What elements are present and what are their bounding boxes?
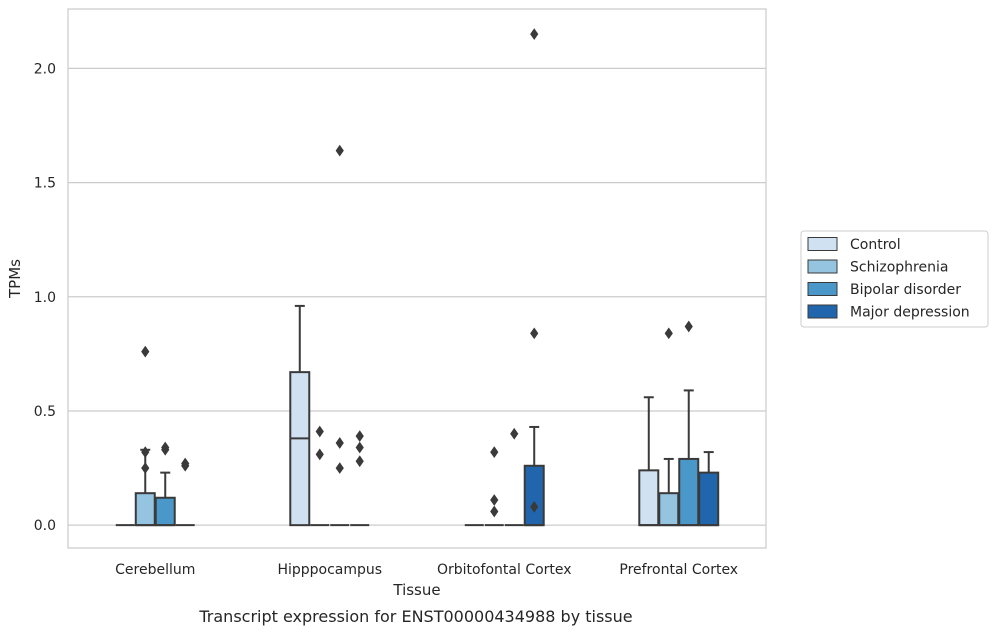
legend-item: Major depression <box>807 304 970 321</box>
y-tick-label: 2.0 <box>34 61 56 77</box>
legend-swatch <box>807 282 838 296</box>
box-body <box>698 471 720 527</box>
box-body <box>134 492 156 527</box>
outlier-point <box>530 28 539 40</box>
legend-label: Control <box>850 237 901 253</box>
y-tick-label: 0.0 <box>34 518 56 534</box>
outlier-point <box>315 448 324 461</box>
box-cerebellum-bipolar-disorder <box>154 441 176 527</box>
y-tick-labels: 0.0 0.5 1.0 1.5 2.0 <box>34 61 56 534</box>
outlier-point <box>161 443 170 456</box>
outlier-point <box>490 505 499 518</box>
box-cerebellum-schizophrenia <box>134 345 156 527</box>
outlier-point <box>181 459 190 472</box>
legend-swatch <box>807 237 838 251</box>
outlier-point <box>335 437 344 449</box>
y-tick-label: 1.5 <box>34 176 56 192</box>
box-body <box>154 496 176 527</box>
outlier-point <box>355 455 364 468</box>
outlier-point <box>490 446 499 458</box>
x-tick-label: Prefrontal Cortex <box>619 562 738 578</box>
outlier-point <box>335 144 344 157</box>
outlier-point <box>355 430 364 442</box>
box-hipppocampus-schizophrenia <box>310 425 330 527</box>
box-orbitofontal-cortex-major-depression <box>523 28 545 527</box>
outlier-point <box>315 425 324 438</box>
outlier-point <box>141 462 150 474</box>
legend-item: Control <box>807 237 901 253</box>
x-tick-labels: Cerebellum Hipppocampus Orbitofontal Corte… <box>115 562 738 578</box>
legend-frame <box>800 230 989 328</box>
box-layer <box>115 28 720 527</box>
x-tick-label: Hipppocampus <box>277 562 382 578</box>
x-axis-label: Tissue <box>392 581 440 599</box>
x-tick-label: Orbitofontal Cortex <box>437 562 572 578</box>
plot-frame <box>67 8 767 549</box>
legend-swatch <box>807 259 838 274</box>
outlier-point <box>530 327 539 340</box>
legend-label: Major depression <box>850 305 970 321</box>
legend-item: Schizophrenia <box>807 259 948 276</box>
box-body <box>523 464 545 527</box>
box-hipppocampus-control <box>289 304 311 527</box>
outlier-point <box>141 345 150 358</box>
box-body <box>638 469 660 527</box>
legend-label: Bipolar disorder <box>850 282 961 298</box>
box-prefrontal-cortex-schizophrenia <box>658 327 680 527</box>
y-tick-label: 0.5 <box>34 404 56 420</box>
box-prefrontal-cortex-major-depression <box>698 451 720 527</box>
box-cerebellum-major-depression <box>175 457 195 527</box>
box-body <box>658 492 680 527</box>
box-hipppocampus-major-depression <box>350 430 370 527</box>
outlier-point <box>510 427 519 440</box>
box-body <box>678 457 700 527</box>
x-tick-label: Cerebellum <box>115 562 195 578</box>
box-orbitofontal-cortex-schizophrenia <box>484 446 504 527</box>
grid-lines <box>68 67 766 526</box>
legend-item: Bipolar disorder <box>807 282 961 298</box>
legend: Control Schizophrenia Bipolar disorder Majo… <box>800 230 989 328</box>
box-prefrontal-cortex-bipolar-disorder <box>678 320 700 527</box>
box-body <box>289 371 311 527</box>
y-tick-label: 1.0 <box>34 290 56 306</box>
chart-caption: Transcript expression for ENST0000043498… <box>198 607 632 626</box>
y-axis-label: TPMs <box>6 259 24 299</box>
box-prefrontal-cortex-control <box>638 396 660 527</box>
outlier-point <box>664 327 673 340</box>
outlier-point <box>490 494 499 506</box>
box-hipppocampus-bipolar-disorder <box>330 144 350 527</box>
legend-swatch <box>807 304 838 319</box>
outlier-point <box>335 462 344 474</box>
outlier-point <box>684 320 693 333</box>
legend-label: Schizophrenia <box>850 260 948 276</box>
outlier-point <box>141 446 150 458</box>
outlier-point <box>355 441 364 454</box>
outlier-point <box>530 501 539 513</box>
box-orbitofontal-cortex-bipolar-disorder <box>504 427 524 527</box>
